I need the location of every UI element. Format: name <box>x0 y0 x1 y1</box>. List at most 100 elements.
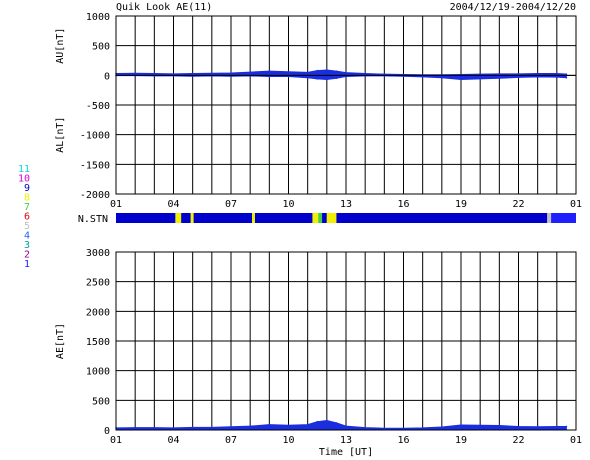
data-point <box>306 76 309 79</box>
date-range: 2004/12/19-2004/12/20 <box>450 2 576 13</box>
legend-entry: 10 <box>18 174 30 185</box>
ae-series <box>115 419 567 431</box>
data-point <box>230 425 232 428</box>
data-point <box>287 70 290 73</box>
data-point <box>316 420 319 423</box>
data-point <box>383 427 386 430</box>
data-point <box>316 78 319 80</box>
panel-frame <box>115 15 577 195</box>
data-point <box>565 425 568 428</box>
data-point <box>268 75 271 78</box>
data-point <box>383 73 386 75</box>
x-tick-label: 13 <box>340 199 352 210</box>
station-segment <box>193 213 253 223</box>
data-point <box>517 76 520 79</box>
y-tick-label: 1000 <box>86 367 110 378</box>
data-point <box>479 73 481 75</box>
station-segment <box>336 213 548 223</box>
data-point <box>326 69 328 71</box>
data-point <box>364 426 366 429</box>
legend-entry: 4 <box>24 231 30 242</box>
x-tick-label: 07 <box>225 435 237 446</box>
station-segment <box>190 213 194 223</box>
legend-entry: 8 <box>24 193 30 204</box>
n-stn-label: N.STN <box>78 214 108 225</box>
x-axis-label: Time [UT] <box>319 447 373 458</box>
data-point <box>345 71 347 74</box>
data-point <box>191 72 194 75</box>
x-tick-label: 01 <box>570 435 582 446</box>
ae-axis-label: AE[nT] <box>55 323 66 359</box>
x-tick-label: 01 <box>570 199 582 210</box>
y-tick-label: 0 <box>104 426 110 437</box>
data-point <box>316 69 319 72</box>
x-tick-label: 22 <box>512 199 524 210</box>
data-point <box>556 76 558 78</box>
x-tick-label: 07 <box>225 199 237 210</box>
au-axis-label: AU[nT] <box>55 28 66 64</box>
legend-entry: 5 <box>24 221 30 232</box>
data-point <box>134 426 136 429</box>
data-point <box>335 422 338 424</box>
x-tick-label: 16 <box>397 435 409 446</box>
data-point <box>536 76 539 78</box>
x-tick-label: 22 <box>512 435 524 446</box>
y-tick-label: 3000 <box>86 248 110 259</box>
data-point <box>536 425 539 428</box>
legend-entry: 2 <box>24 250 30 261</box>
data-point <box>153 426 156 429</box>
data-point <box>335 77 338 80</box>
y-tick-label: -2000 <box>80 190 110 201</box>
data-point <box>479 424 481 427</box>
y-tick-label: 2000 <box>86 307 110 318</box>
data-point <box>345 75 347 78</box>
data-point <box>556 72 558 75</box>
data-point <box>536 72 539 75</box>
y-tick-label: 2500 <box>86 278 110 289</box>
data-point <box>517 73 520 75</box>
station-segment <box>254 213 313 223</box>
data-point <box>498 424 501 427</box>
data-point <box>191 426 194 429</box>
data-point <box>479 78 481 80</box>
legend-entry: 9 <box>24 183 30 194</box>
x-tick-label: 10 <box>282 199 294 210</box>
data-point <box>326 419 328 422</box>
x-tick-label: 19 <box>455 435 467 446</box>
data-point <box>268 70 271 72</box>
x-tick-label: 04 <box>167 199 179 210</box>
station-segment <box>175 213 182 223</box>
data-point <box>306 71 309 74</box>
legend-entry: 7 <box>24 202 30 213</box>
station-segment <box>322 213 327 223</box>
data-point <box>402 427 405 430</box>
data-point <box>421 427 424 429</box>
data-point <box>172 73 175 75</box>
data-point <box>364 72 366 75</box>
station-segment <box>312 213 319 223</box>
panel-frame <box>115 251 577 431</box>
data-point <box>211 426 213 429</box>
data-point <box>460 78 462 81</box>
data-point <box>565 76 568 79</box>
data-point <box>268 423 271 426</box>
y-tick-label: 500 <box>92 396 110 407</box>
station-count-panel: N.STN <box>78 213 576 225</box>
data-point <box>172 427 175 429</box>
data-point <box>498 73 501 75</box>
x-tick-label: 16 <box>397 199 409 210</box>
data-point <box>249 71 251 73</box>
y-tick-label: 1000 <box>86 12 110 23</box>
data-point <box>287 424 290 427</box>
legend-entry: 6 <box>24 212 30 223</box>
y-tick-label: -1500 <box>80 160 110 171</box>
y-tick-label: 1500 <box>86 337 110 348</box>
data-point <box>326 78 328 81</box>
station-segment <box>318 213 323 223</box>
y-tick-label: -500 <box>86 101 110 112</box>
data-point <box>441 426 443 428</box>
x-tick-label: 01 <box>110 435 122 446</box>
station-segment <box>116 213 176 223</box>
